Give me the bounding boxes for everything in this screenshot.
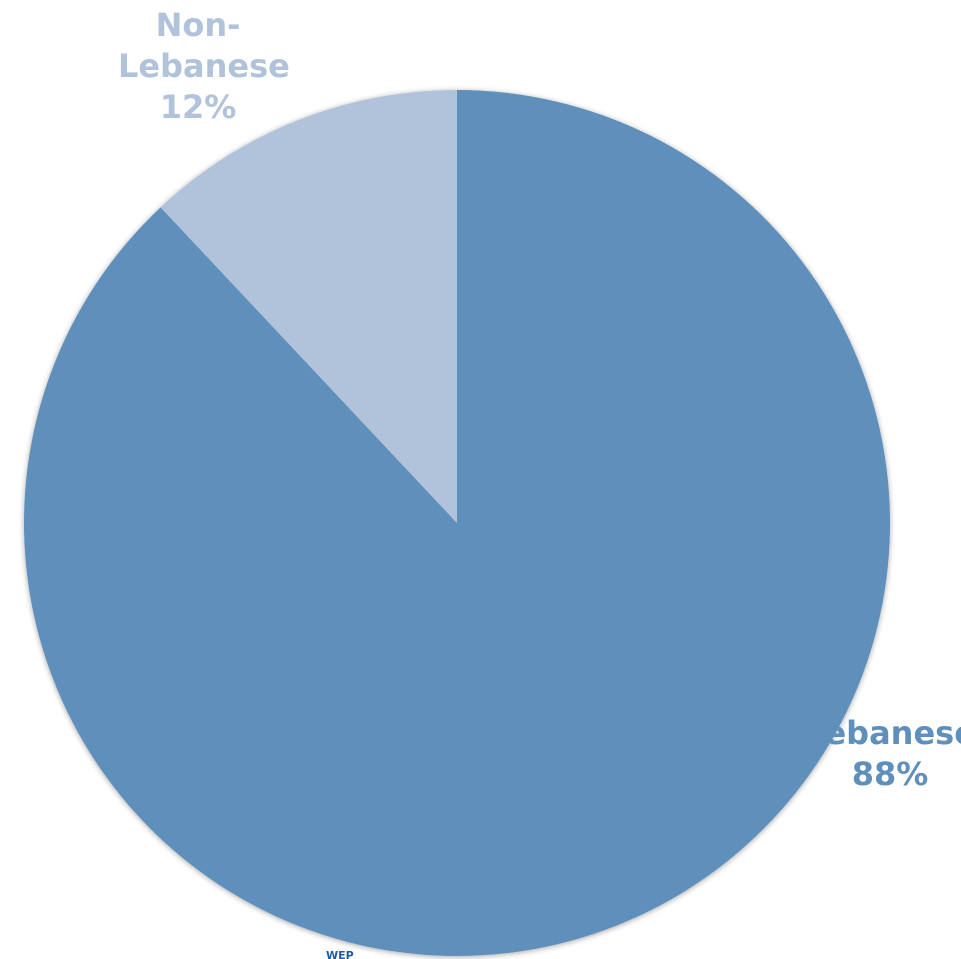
non-lebanese-label-line1: Non- <box>155 6 241 44</box>
non-lebanese-percent: 12% <box>159 88 237 126</box>
non-lebanese-label-line2: Lebanese <box>118 47 290 85</box>
footer-fragment-text: WEP <box>326 949 354 959</box>
pie-slice-non-lebanese <box>160 90 457 523</box>
lebanese-percent: 88% <box>851 755 929 793</box>
lebanese-label-name: Lebanese <box>804 714 961 752</box>
non-lebanese-label: Non- Lebanese 12% <box>118 5 290 128</box>
pie-slice-lebanese <box>23 90 890 956</box>
lebanese-label: Lebanese 88% <box>800 713 961 795</box>
